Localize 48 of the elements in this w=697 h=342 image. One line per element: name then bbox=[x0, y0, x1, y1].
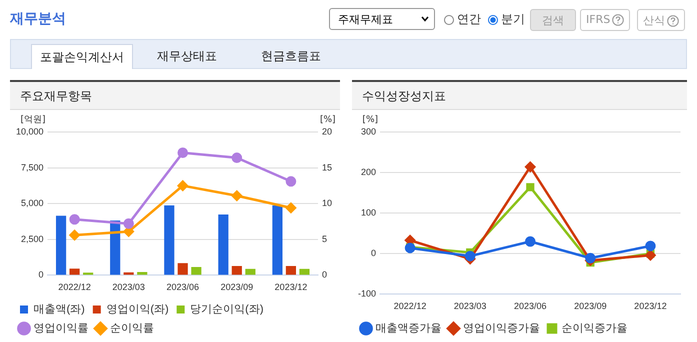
x-tick-label: 2023/12 bbox=[634, 301, 667, 312]
y2-tick-label: 10 bbox=[322, 198, 332, 208]
text: 재무분석 bbox=[10, 10, 66, 28]
y-tick-label: 0 bbox=[38, 270, 44, 280]
x-tick-label: 2023/12 bbox=[274, 282, 308, 292]
x-tick-label: 2022/12 bbox=[394, 301, 426, 312]
text: 재무상태표 bbox=[157, 48, 217, 65]
y-tick-label: 2,500 bbox=[20, 234, 44, 244]
text: 연간 bbox=[457, 11, 481, 28]
x-tick-label: 2023/09 bbox=[220, 282, 254, 292]
y-axis-title: [억원] bbox=[20, 114, 46, 125]
y-tick-label: -100 bbox=[358, 288, 376, 299]
y2-tick-label: 20 bbox=[322, 126, 332, 136]
legend-label: 영업이익(좌) bbox=[106, 304, 169, 316]
y-tick-label: 200 bbox=[360, 167, 376, 178]
chart-title: 주요재무항목 bbox=[10, 82, 340, 110]
x-tick-label: 2023/06 bbox=[166, 282, 200, 292]
x-tick-label: 2023/03 bbox=[454, 301, 486, 312]
legend-label: 매출액(좌) bbox=[34, 304, 85, 316]
legend-label: 순이익률 bbox=[110, 322, 154, 335]
y2-tick-label: 0 bbox=[322, 270, 328, 280]
chart-title: 수익성장성지표 bbox=[352, 82, 687, 110]
text: IFRS bbox=[586, 13, 610, 26]
text: 분기 bbox=[501, 11, 525, 28]
text: 현금흐름표 bbox=[261, 48, 321, 65]
y-tick-label: 5,000 bbox=[20, 198, 44, 208]
legend-label: 매출액증가율 bbox=[376, 322, 442, 335]
legend-label: 영업이익증가율 bbox=[463, 322, 540, 335]
y-tick-label: 7,500 bbox=[20, 162, 44, 172]
y-tick-label: 10,000 bbox=[16, 126, 44, 136]
text: 주재무제표 bbox=[338, 13, 393, 26]
x-tick-label: 2022/12 bbox=[58, 282, 91, 292]
y-tick-label: 100 bbox=[360, 208, 376, 218]
y2-tick-label: 5 bbox=[322, 234, 328, 244]
text: 산식 bbox=[643, 14, 665, 27]
text: 검색 bbox=[530, 9, 576, 31]
y2-tick-label: 15 bbox=[322, 162, 332, 172]
legend-label: 영업이익률 bbox=[34, 322, 88, 335]
y-tick-label: 300 bbox=[360, 126, 376, 136]
x-tick-label: 2023/03 bbox=[112, 282, 145, 292]
x-tick-label: 2023/06 bbox=[514, 301, 547, 312]
y-tick-label: 0 bbox=[371, 248, 376, 258]
legend-label: 순이익증가율 bbox=[562, 322, 628, 335]
legend-label: 당기순이익(좌) bbox=[190, 304, 264, 316]
x-tick-label: 2023/09 bbox=[574, 301, 607, 312]
y2-axis-title: [%] bbox=[320, 114, 336, 125]
y-axis-title: [%] bbox=[362, 114, 378, 125]
text: 포괄손익계산서 bbox=[31, 44, 133, 69]
